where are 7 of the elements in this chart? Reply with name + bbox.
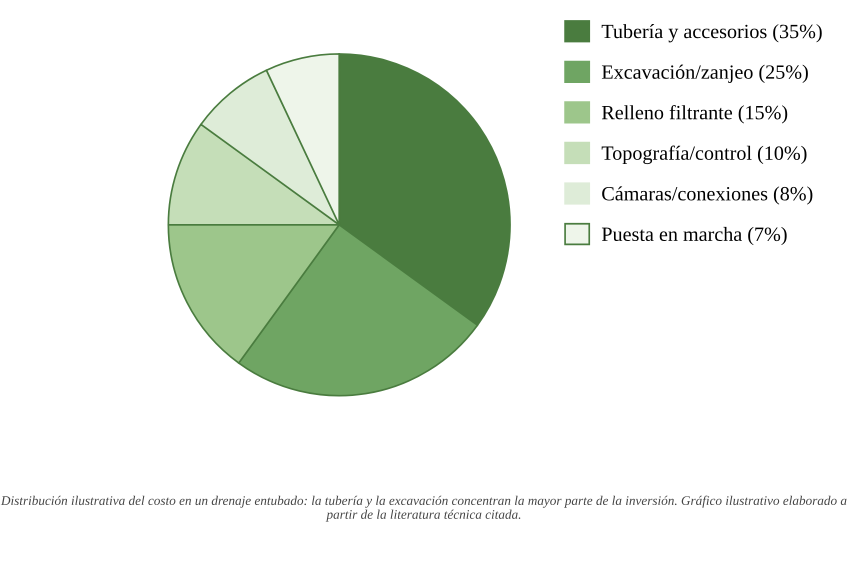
legend-label: Cámaras/conexiones (8%) — [602, 186, 812, 205]
legend-label: Tubería y accesorios (35%) — [602, 24, 822, 42]
legend-label: Topografía/control (10%) — [602, 146, 807, 164]
legend-label: Relleno filtrante (15%) — [602, 105, 788, 124]
legend-label: Puesta en marcha (7%) — [602, 226, 787, 246]
text: Distribución ilustrativa del costo en un drenaje entubado: la tubería y la excavación concentran la mayor parte de la inversión. Gráfico ilustrativo elaborado a partir de la literatura técnica citada. — [0, 496, 846, 522]
legend-label: Excavación/zanjeo (25%) — [602, 64, 808, 83]
